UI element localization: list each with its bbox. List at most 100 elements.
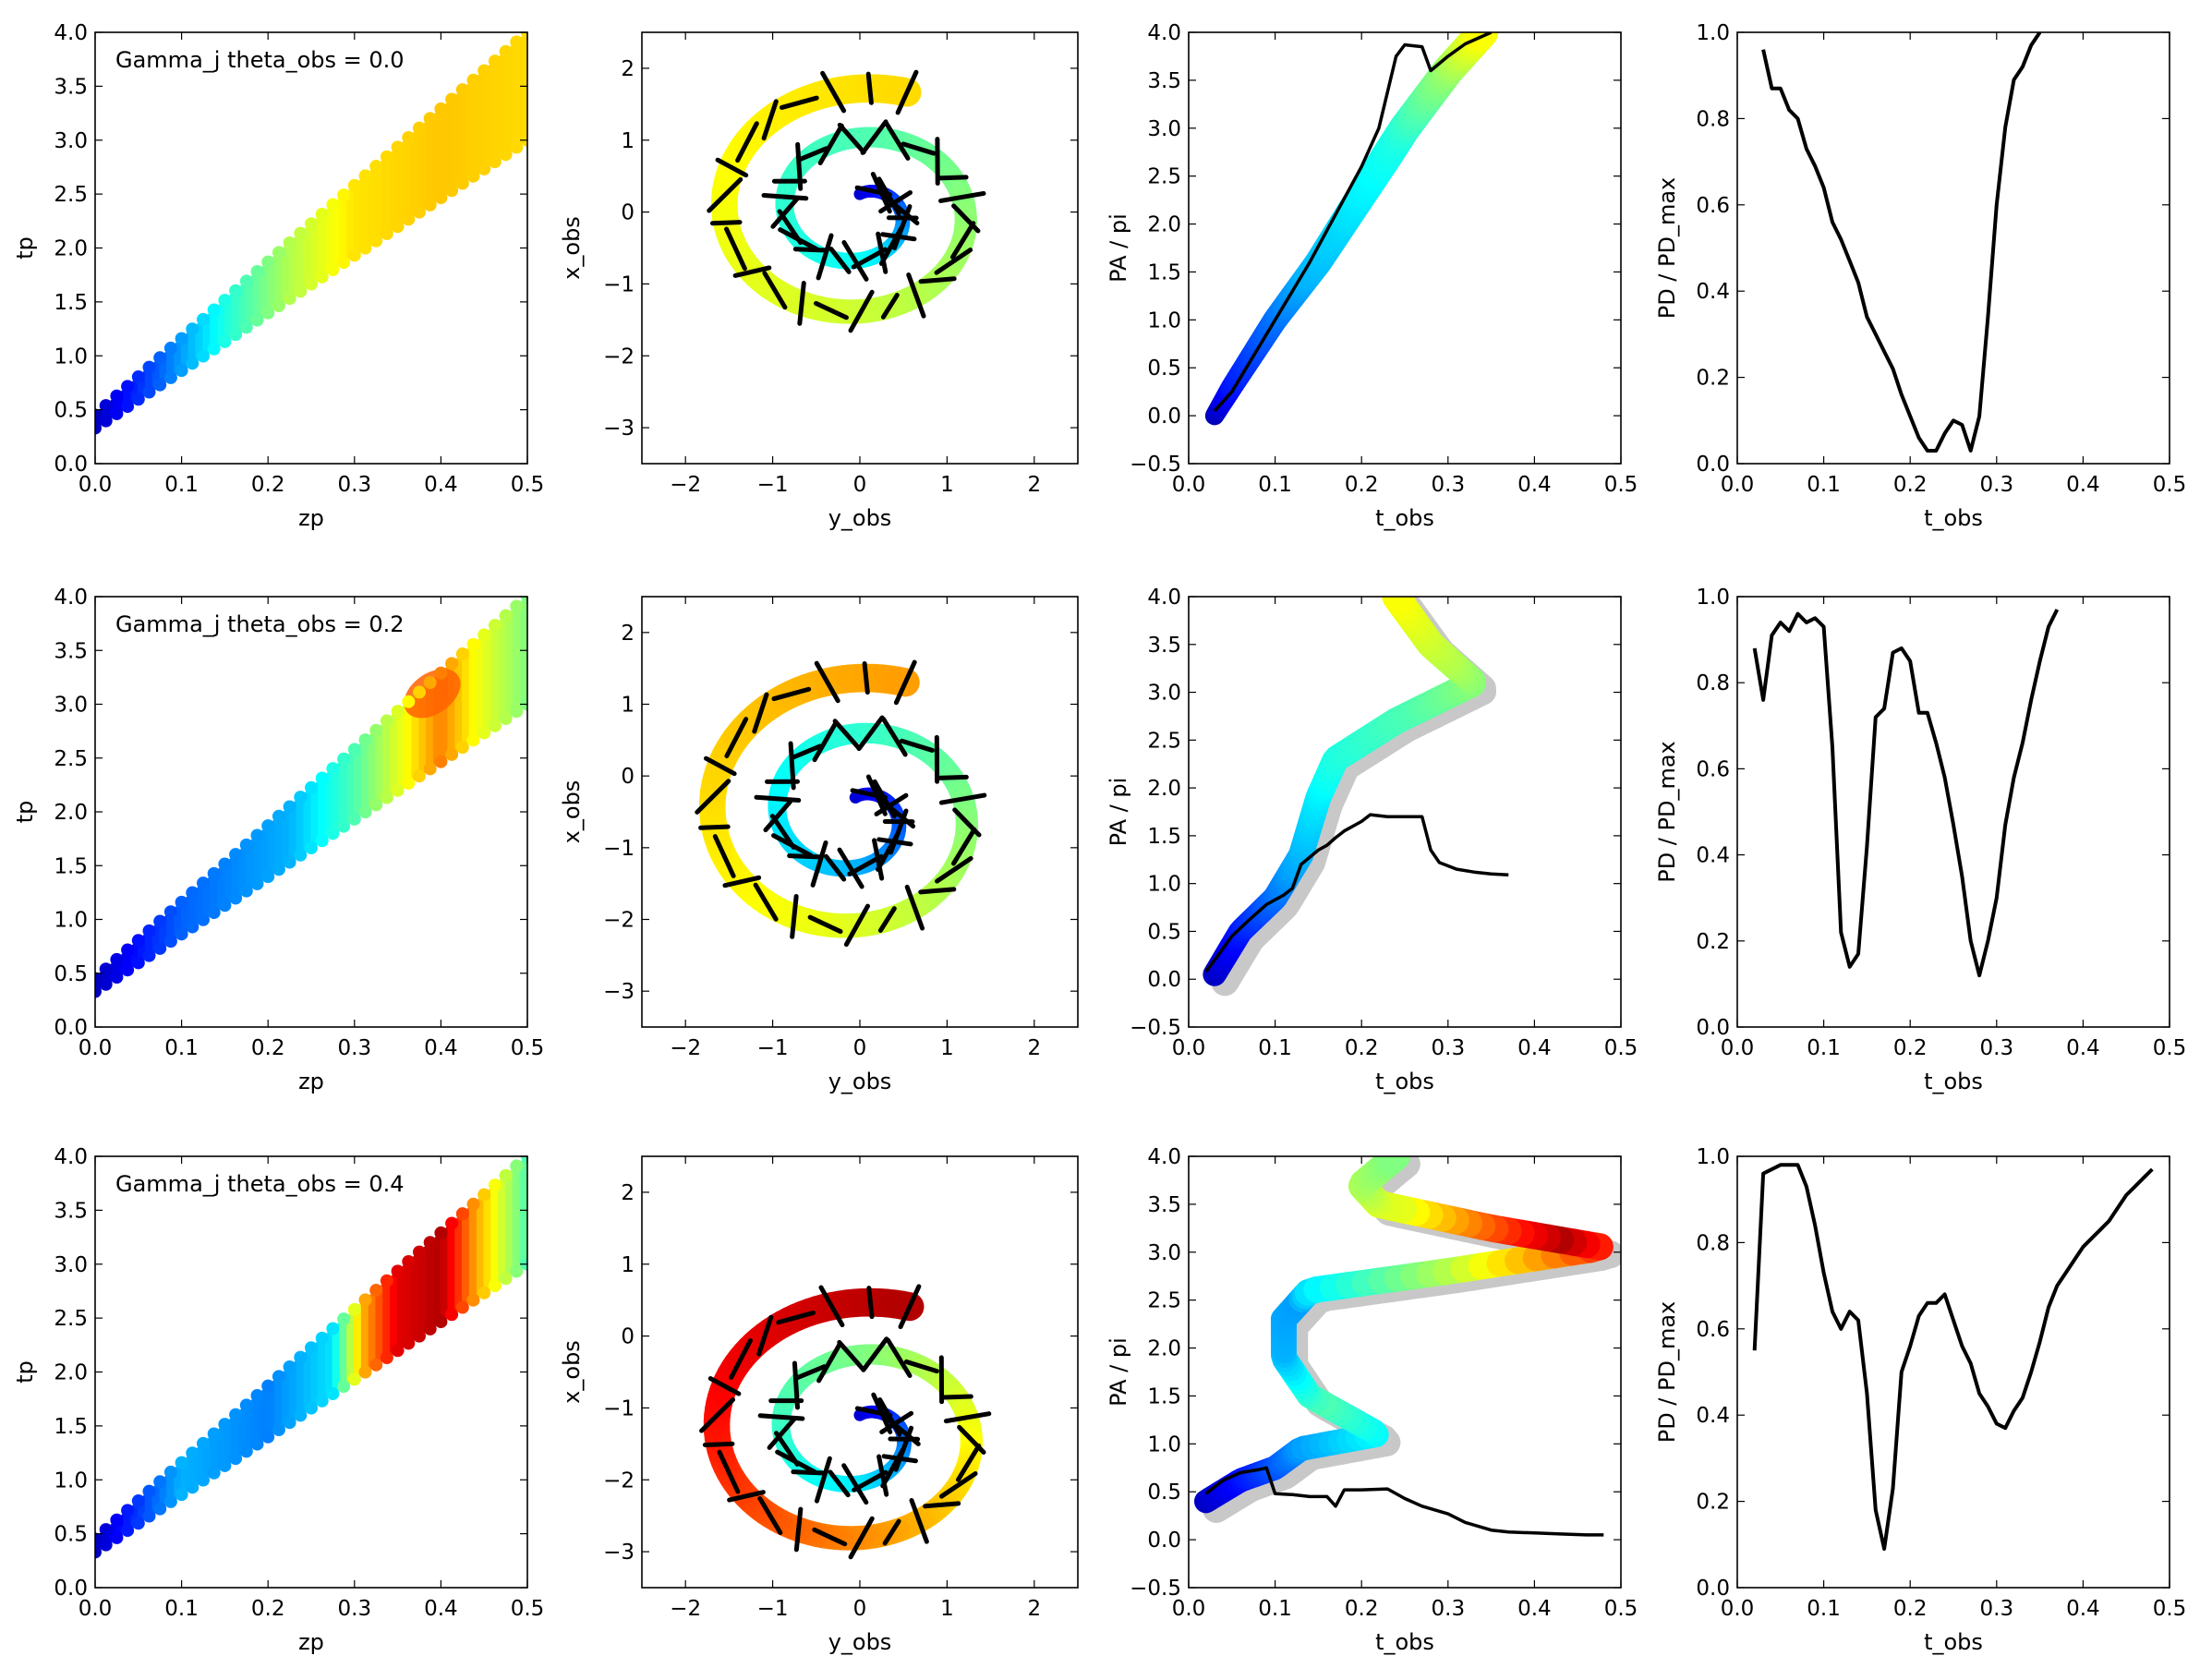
tp-zp-marker xyxy=(250,313,264,327)
tp-zp-marker xyxy=(229,1408,243,1421)
pa-row3-ytick-label: 2.0 xyxy=(1147,1337,1181,1361)
tp-zp-marker xyxy=(142,385,156,399)
tp-zp-row3-ytick-label: 3.0 xyxy=(54,1253,88,1277)
pa-row3-ytick-label: −0.5 xyxy=(1130,1577,1181,1601)
polarization-tick xyxy=(880,293,900,320)
tp-zp-band xyxy=(95,597,527,998)
tp-zp-row2-ytick-label: 0.5 xyxy=(54,962,88,986)
tp-zp-marker xyxy=(229,891,243,905)
tp-zp-marker xyxy=(380,150,393,163)
pa-row1-ytick-label: −0.5 xyxy=(1130,453,1181,477)
tp-zp-marker xyxy=(391,705,405,719)
tp-zp-marker xyxy=(153,1475,167,1489)
tp-zp-marker xyxy=(99,414,113,428)
tp-zp-marker xyxy=(358,805,372,819)
tp-zp-band-segment xyxy=(462,646,471,749)
tp-zp-band-segment xyxy=(418,120,428,214)
panel-spiral-row1: −2 −1 0 1 2 −3 −2 −1 0 1 2 y_obs x_obs xyxy=(559,31,1079,531)
tp-zp-row3-ytick-label: 0.0 xyxy=(54,1577,88,1601)
pa-row2-ytick-label: 0.0 xyxy=(1147,968,1181,992)
polarization-tick xyxy=(856,715,885,752)
polarization-tick xyxy=(935,855,973,884)
tp-zp-band-segment xyxy=(498,614,507,725)
spiral-row3-xlabel: y_obs xyxy=(828,1629,892,1655)
pd-line xyxy=(1752,1163,2154,1551)
polarization-tick xyxy=(707,176,743,213)
pa-row3-ytick-label: 1.0 xyxy=(1147,1432,1181,1456)
polarization-tick xyxy=(951,827,977,866)
tp-zp-marker xyxy=(347,743,361,756)
tp-zp-marker xyxy=(337,1380,351,1394)
tp-zp-marker xyxy=(283,292,296,306)
polarization-tick xyxy=(918,276,957,284)
tp-zp-row1-ytick-label: 0.5 xyxy=(54,399,88,423)
tp-zp-marker xyxy=(455,1207,469,1221)
tp-zp-marker xyxy=(315,834,329,848)
spiral-row2-xtick-label: 0 xyxy=(853,1036,867,1060)
tp-zp-marker xyxy=(445,1308,459,1322)
polarization-tick xyxy=(823,853,847,882)
pa-row3-xtick-label: 0.0 xyxy=(1172,1597,1206,1621)
pd-row1-ytick-label: 0.4 xyxy=(1696,280,1730,304)
tp-zp-marker xyxy=(272,1370,285,1384)
pd-row3-ytick-label: 0.2 xyxy=(1696,1491,1730,1515)
tp-zp-marker xyxy=(391,783,405,797)
tp-zp-band-segment xyxy=(339,1314,348,1391)
polarization-tick xyxy=(753,882,779,922)
tp-zp-row2-xtick-label: 0.0 xyxy=(79,1036,113,1060)
polarization-tick xyxy=(877,906,897,933)
pd-row3-xlabel: t_obs xyxy=(1924,1629,1983,1655)
tp-zp-marker xyxy=(358,241,372,255)
tp-zp-marker xyxy=(326,827,340,840)
tp-zp-row1-ytick-label: 3.5 xyxy=(54,75,88,99)
tp-zp-marker xyxy=(153,914,167,928)
tp-zp-marker xyxy=(294,226,308,240)
tp-zp-marker xyxy=(131,1517,145,1530)
tp-zp-band-segment xyxy=(468,1199,478,1304)
tp-zp-marker xyxy=(434,666,448,680)
tp-zp-marker xyxy=(499,609,513,622)
tp-zp-marker xyxy=(326,263,340,277)
polarization-tick xyxy=(715,157,749,178)
spiral-row1-xtick-label: 0 xyxy=(853,473,867,497)
tp-zp-marker xyxy=(131,956,145,970)
tp-zp-band-segment xyxy=(404,1256,413,1348)
tp-zp-marker xyxy=(186,1446,199,1460)
polarization-tick xyxy=(828,247,852,274)
pd-row1-xtick-label: 0.3 xyxy=(1980,473,2014,497)
polarization-tick xyxy=(882,1518,901,1546)
pd-row2-ytick-label: 1.0 xyxy=(1696,586,1730,610)
polarization-tick xyxy=(906,272,926,319)
tp-zp-row1-xtick-label: 0.2 xyxy=(251,473,285,497)
tp-zp-marker xyxy=(521,597,527,603)
spiral-row2-ytick-label: 0 xyxy=(621,765,635,789)
tp-zp-band-segment xyxy=(382,151,392,238)
tp-zp-marker xyxy=(142,924,156,937)
tp-zp-row2-ytick-label: 2.5 xyxy=(54,747,88,771)
polarization-tick xyxy=(879,1410,914,1434)
tp-zp-marker xyxy=(121,1504,135,1517)
tp-zp-marker xyxy=(142,360,156,374)
pd-row2-xtick-label: 0.5 xyxy=(2153,1036,2187,1060)
tp-zp-marker xyxy=(163,370,177,384)
tp-zp-marker xyxy=(99,1523,113,1537)
polarization-tick xyxy=(754,794,802,803)
tp-zp-marker xyxy=(197,312,210,326)
tp-zp-marker xyxy=(510,140,524,154)
tp-zp-marker xyxy=(477,1286,491,1299)
tp-zp-marker xyxy=(455,1300,469,1314)
polarization-tick xyxy=(951,203,981,234)
tp-zp-marker xyxy=(131,370,145,384)
tp-zp-marker xyxy=(121,1524,135,1538)
tp-zp-marker xyxy=(477,1188,491,1202)
tp-zp-band-segment xyxy=(468,75,478,180)
polarization-tick xyxy=(792,1360,800,1410)
pd-row1-xlabel: t_obs xyxy=(1924,505,1983,531)
panel-pd-row2: 0.0 0.1 0.2 0.3 0.4 0.5 0.0 0.2 0.4 0.6 0.8 1.0 t_ob… xyxy=(1654,586,2186,1094)
tp-zp-marker xyxy=(272,298,285,312)
tp-zp-marker xyxy=(455,176,469,190)
tp-zp-marker xyxy=(250,876,264,890)
tp-zp-band xyxy=(95,1156,527,1559)
tp-zp-marker xyxy=(455,83,469,97)
tp-zp-band-segment xyxy=(418,1244,428,1338)
